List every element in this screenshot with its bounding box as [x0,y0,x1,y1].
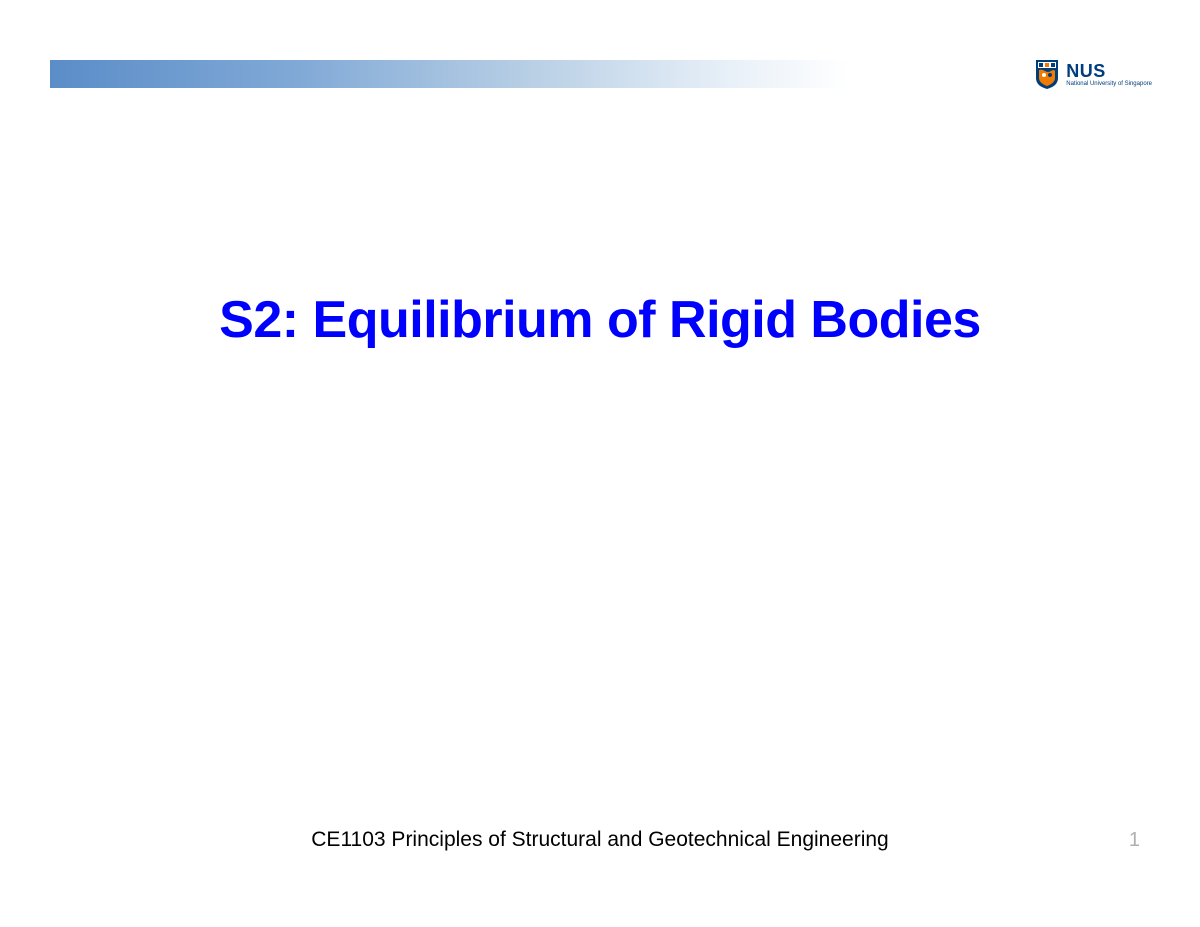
logo-crest-icon [1034,58,1060,90]
logo-subtitle: National University of Singapore [1066,81,1152,87]
logo-text-block: NUS National University of Singapore [1066,62,1152,87]
slide-title: S2: Equilibrium of Rigid Bodies [0,290,1200,350]
course-footer: CE1103 Principles of Structural and Geot… [0,828,1200,852]
university-logo: NUS National University of Singapore [1034,58,1152,90]
logo-name: NUS [1066,62,1152,80]
page-number: 1 [1129,829,1140,852]
header-gradient-bar [50,60,850,88]
